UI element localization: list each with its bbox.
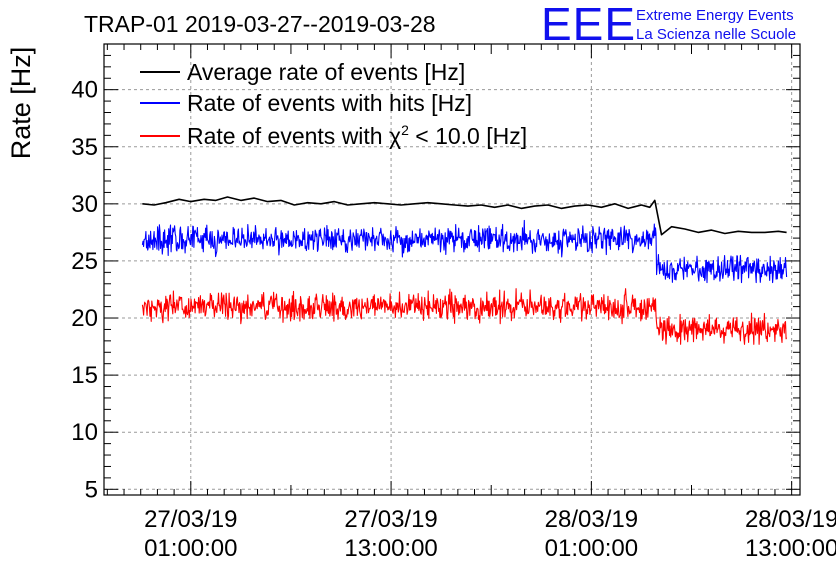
legend-chi2-suffix: < 10.0 [Hz] [409,123,527,149]
y-tick-label: 15 [71,362,98,389]
y-tick-label: 35 [71,134,98,161]
legend: Average rate of events [Hz] Rate of even… [140,59,527,149]
legend-label-chi2: Rate of events with χ2 < 10.0 [Hz] [187,122,527,149]
x-tick-date: 28/03/19 [545,506,638,533]
axis-ticks: 51015202530354027/03/1901:00:0027/03/191… [71,43,836,562]
x-tick-date: 28/03/19 [745,506,836,533]
x-tick-time: 01:00:00 [545,535,638,562]
y-tick-label: 5 [85,476,98,503]
x-tick-date: 27/03/19 [344,506,437,533]
plot-frame [103,43,801,496]
x-tick-date: 27/03/19 [144,506,237,533]
chart-title: TRAP-01 2019-03-27--2019-03-28 [84,11,436,37]
logo-line-2: La Scienza nelle Scuole [636,26,796,43]
eee-logo: EEE [541,0,636,50]
y-tick-label: 40 [71,77,98,104]
y-tick-label: 20 [71,305,98,332]
y-tick-label: 30 [71,191,98,218]
legend-chi2-prefix: Rate of events with [187,123,389,149]
legend-label-average: Average rate of events [Hz] [187,59,465,85]
x-tick-time: 13:00:00 [344,535,437,562]
grid-lines [104,44,800,495]
series-layer [141,196,788,345]
series-hits-rate [141,219,788,284]
x-tick-time: 13:00:00 [745,535,836,562]
y-tick-label: 10 [71,419,98,446]
series-chi2-rate [141,288,788,345]
legend-chi2-exponent: 2 [401,122,409,138]
legend-chi2-symbol: χ [389,123,401,149]
x-tick-time: 01:00:00 [144,535,237,562]
logo-line-1: Extreme Energy Events [636,7,794,24]
series-average-rate [142,196,787,236]
y-tick-label: 25 [71,248,98,275]
y-axis-title: Rate [Hz] [6,47,36,160]
legend-label-hits: Rate of events with hits [Hz] [187,90,472,116]
